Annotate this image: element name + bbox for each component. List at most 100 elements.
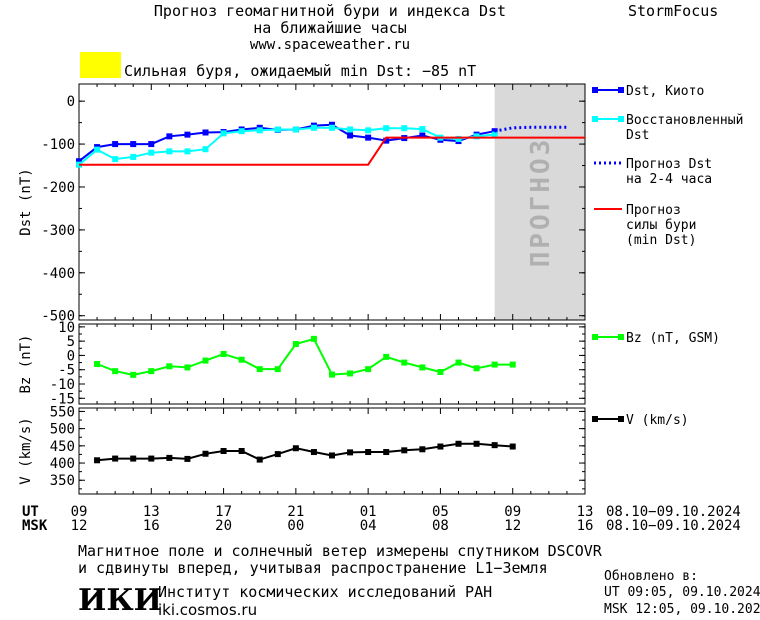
- data-point-bz-0: [401, 359, 408, 366]
- ut-tick-label: 05: [432, 504, 449, 520]
- legend-bz-text: Bz (nT, GSM): [626, 331, 720, 346]
- data-point-dst-0: [76, 158, 82, 165]
- chart-title-line1: Прогноз геомагнитной бури и индекса Dst: [153, 2, 507, 20]
- dst-ytick-label: -300: [41, 223, 75, 239]
- data-point-dst-1: [220, 130, 227, 137]
- legend-dst-restored-marker: [618, 116, 624, 122]
- data-point-v-0: [220, 448, 227, 454]
- data-point-bz-0: [292, 341, 299, 347]
- data-point-dst-1: [94, 146, 101, 153]
- institute-name: Институт космических исследований РАН: [158, 583, 493, 601]
- ut-tick-label: 21: [287, 504, 304, 520]
- data-point-dst-1: [401, 125, 408, 132]
- v-ytick-label: 550: [50, 404, 75, 420]
- data-point-v-0: [274, 451, 281, 458]
- dst-ylabel: Dst (nT): [18, 168, 34, 235]
- ut-tick-label: 09: [71, 504, 88, 520]
- data-point-v-0: [310, 449, 317, 456]
- data-point-v-0: [148, 455, 155, 462]
- data-point-dst-1: [329, 124, 335, 131]
- iki-logo: ИКИ: [78, 583, 162, 618]
- forecast-label: ПРОГНОЗ: [526, 137, 556, 268]
- legend-storm-forecast-text: силы бури: [626, 218, 696, 233]
- data-point-bz-0: [419, 364, 426, 371]
- data-point-bz-0: [455, 359, 462, 366]
- data-point-bz-0: [184, 364, 191, 371]
- legend-dst-kyoto-text: Dst, Киото: [626, 84, 704, 99]
- data-point-dst-0: [112, 141, 119, 148]
- data-point-dst-1: [310, 124, 317, 131]
- legend-v-marker: [618, 416, 624, 422]
- ut-tick-label: 09: [504, 504, 521, 520]
- legend-storm-forecast-text: (min Dst): [626, 233, 696, 248]
- updated-label: Обновлено в:: [604, 569, 698, 584]
- v-ytick-label: 350: [50, 473, 75, 489]
- data-point-bz-0: [473, 365, 480, 372]
- data-point-v-0: [329, 452, 335, 459]
- ut-axis-label: UT: [22, 504, 39, 520]
- msk-tick-label: 12: [71, 518, 88, 534]
- legend-dst-forecast-text: на 2-4 часа: [626, 172, 712, 187]
- dst-ytick-label: -400: [41, 266, 75, 282]
- data-point-v-0: [401, 447, 408, 454]
- data-point-bz-0: [94, 361, 101, 367]
- dst-ytick-label: 0: [67, 94, 75, 110]
- data-point-v-0: [256, 456, 263, 463]
- data-point-dst-1: [455, 135, 462, 142]
- data-point-dst-1: [184, 148, 191, 155]
- data-point-bz-0: [509, 361, 516, 368]
- data-point-dst-0: [184, 131, 191, 138]
- data-point-dst-0: [365, 134, 372, 141]
- data-point-dst-1: [491, 131, 498, 138]
- legend-dst-kyoto-marker: [618, 87, 624, 93]
- ut-tick-label: 01: [360, 504, 377, 520]
- data-point-bz-0: [220, 351, 227, 357]
- ut-date-range: 08.10−09.10.2024: [606, 504, 741, 520]
- data-point-dst-0: [148, 141, 155, 148]
- data-point-v-0: [365, 449, 372, 456]
- data-point-dst-1: [256, 127, 263, 134]
- data-point-bz-0: [383, 353, 390, 360]
- data-point-dst-1: [365, 127, 372, 134]
- legend-dst-kyoto-marker: [592, 87, 598, 93]
- ut-tick-label: 13: [143, 504, 160, 520]
- data-point-bz-0: [310, 335, 317, 342]
- data-point-bz-0: [202, 357, 209, 364]
- data-point-v-0: [166, 454, 173, 461]
- data-point-v-0: [112, 455, 119, 462]
- updated-msk: MSK 12:05, 09.10.2024: [604, 602, 760, 617]
- msk-tick-label: 04: [360, 518, 377, 534]
- legend-v-text: V (km/s): [626, 413, 689, 428]
- bz-ylabel: Bz (nT): [18, 334, 34, 393]
- msk-tick-label: 20: [215, 518, 232, 534]
- data-point-dst-1: [292, 126, 299, 133]
- institute-url[interactable]: iki.cosmos.ru: [158, 601, 258, 619]
- legend-dst-restored-marker: [592, 116, 598, 122]
- data-point-v-0: [347, 449, 354, 456]
- bz-ytick-label: -10: [50, 377, 75, 393]
- data-point-v-0: [238, 448, 245, 454]
- brand-label: StormFocus: [628, 2, 719, 20]
- data-point-bz-0: [130, 371, 137, 378]
- data-point-v-0: [509, 443, 516, 450]
- bz-ytick-label: -15: [50, 391, 75, 407]
- data-point-dst-1: [202, 146, 209, 153]
- series-line-dst-3: [79, 136, 585, 166]
- source-url[interactable]: www.spaceweather.ru: [249, 37, 411, 53]
- data-point-bz-0: [347, 370, 354, 377]
- data-point-bz-0: [491, 361, 498, 368]
- bz-ytick-label: -5: [58, 363, 75, 379]
- chart-title-line2: на ближайшие часы: [253, 19, 407, 37]
- dst-ytick-label: -500: [41, 309, 75, 325]
- data-point-dst-0: [383, 137, 390, 144]
- data-point-v-0: [184, 455, 191, 462]
- data-point-dst-1: [473, 133, 480, 140]
- data-point-v-0: [437, 443, 444, 450]
- data-point-v-0: [383, 449, 390, 456]
- data-point-dst-0: [347, 132, 354, 139]
- data-point-v-0: [130, 455, 137, 462]
- data-point-dst-0: [166, 133, 173, 140]
